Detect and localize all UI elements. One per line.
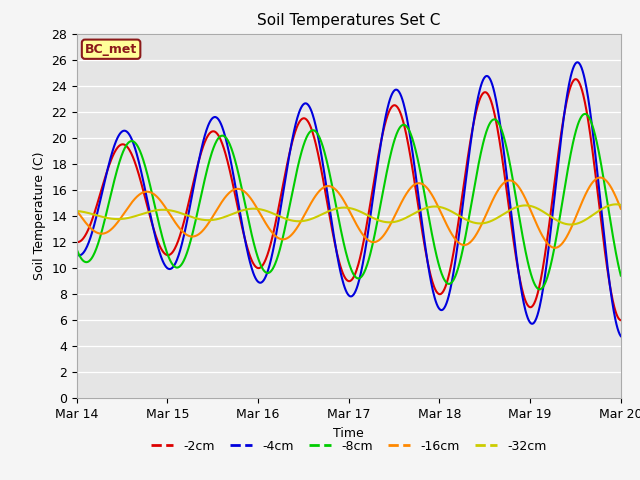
-4cm — [617, 333, 625, 339]
-16cm — [312, 192, 320, 198]
-32cm — [612, 202, 620, 207]
Line: -8cm: -8cm — [77, 114, 621, 289]
-16cm — [617, 206, 625, 212]
Line: -16cm: -16cm — [77, 178, 621, 248]
-16cm — [293, 225, 301, 231]
-2cm — [617, 317, 625, 323]
-32cm — [447, 208, 454, 214]
X-axis label: Time: Time — [333, 427, 364, 440]
-16cm — [497, 183, 505, 189]
-4cm — [293, 117, 301, 123]
Line: -32cm: -32cm — [77, 204, 621, 225]
-4cm — [73, 252, 81, 258]
-2cm — [497, 147, 505, 153]
-16cm — [551, 245, 559, 251]
-16cm — [596, 175, 604, 180]
-8cm — [581, 111, 589, 117]
-8cm — [447, 281, 454, 287]
-32cm — [293, 218, 301, 224]
-8cm — [293, 168, 301, 174]
-4cm — [497, 128, 505, 133]
-16cm — [447, 229, 454, 235]
-32cm — [567, 222, 575, 228]
-16cm — [73, 208, 81, 214]
Legend: -2cm, -4cm, -8cm, -16cm, -32cm: -2cm, -4cm, -8cm, -16cm, -32cm — [146, 435, 552, 458]
Y-axis label: Soil Temperature (C): Soil Temperature (C) — [33, 152, 45, 280]
-2cm — [129, 153, 136, 158]
Line: -4cm: -4cm — [77, 62, 621, 336]
-8cm — [536, 287, 543, 292]
-2cm — [312, 144, 320, 149]
-2cm — [507, 218, 515, 224]
-32cm — [617, 202, 625, 208]
-4cm — [129, 138, 136, 144]
-4cm — [312, 126, 320, 132]
-32cm — [129, 214, 136, 220]
-2cm — [447, 266, 454, 272]
-2cm — [572, 76, 579, 82]
Text: BC_met: BC_met — [85, 43, 137, 56]
-4cm — [507, 207, 515, 213]
-2cm — [73, 239, 81, 245]
-16cm — [507, 178, 515, 183]
-8cm — [73, 247, 81, 252]
Title: Soil Temperatures Set C: Soil Temperatures Set C — [257, 13, 440, 28]
-32cm — [497, 213, 505, 218]
-4cm — [573, 60, 581, 65]
-2cm — [293, 124, 301, 130]
-4cm — [447, 286, 454, 292]
-8cm — [507, 166, 515, 171]
-8cm — [617, 273, 625, 278]
-8cm — [497, 125, 505, 131]
-32cm — [312, 214, 320, 220]
-32cm — [507, 207, 515, 213]
-8cm — [312, 129, 320, 135]
-16cm — [129, 199, 136, 204]
-8cm — [129, 138, 136, 144]
-32cm — [73, 208, 81, 214]
Line: -2cm: -2cm — [77, 79, 621, 320]
